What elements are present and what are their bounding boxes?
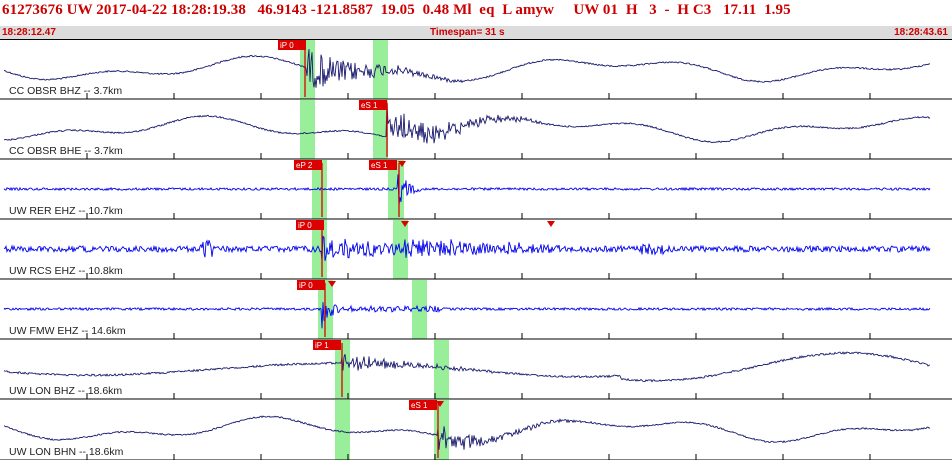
pick-flag-label: iP 1	[315, 341, 329, 350]
pick-flag	[409, 400, 437, 410]
pick-flag-label: iP 0	[298, 221, 312, 230]
waveform-trace	[3, 302, 931, 329]
time-bar: 18:28:12.47 Timespan= 31 s 18:28:43.61	[0, 26, 952, 39]
seismogram-svg[interactable]: iP 0 CC OBSR BHZ -- 3.7km eS 1 CC OBSR BHE …	[0, 39, 952, 460]
channel-label: CC OBSR BHE -- 3.7km	[9, 145, 123, 157]
pick-marker	[398, 161, 406, 167]
pick-flag	[313, 340, 341, 350]
phase-window	[373, 100, 388, 159]
channel-label: UW RER EHZ -- 10.7km	[9, 205, 123, 217]
channel-label: UW LON BHZ -- 18.6km	[9, 385, 122, 397]
pick-flag	[359, 100, 387, 110]
pick-marker	[547, 221, 555, 227]
pick-flag-label: iP 0	[299, 281, 313, 290]
pick-flag-label: eS 1	[361, 101, 378, 110]
waveform-trace	[3, 102, 931, 144]
pick-flag	[296, 220, 324, 230]
pick-marker	[328, 281, 336, 287]
phase-window	[412, 280, 427, 339]
phase-window	[434, 340, 449, 399]
pick-flag-label: iP 0	[280, 41, 294, 50]
waveform-trace	[3, 351, 931, 383]
waveform-trace	[3, 48, 931, 88]
channel-label: CC OBSR BHZ -- 3.7km	[9, 85, 122, 97]
pick-flag-label: eS 1	[411, 401, 428, 410]
waveform-trace	[3, 174, 931, 206]
channel-label: UW RCS EHZ -- 10.8km	[9, 265, 123, 277]
phase-window	[393, 220, 408, 279]
pick-flag	[294, 160, 322, 170]
channel-label: UW FMW EHZ -- 14.6km	[9, 325, 126, 337]
pick-flag	[369, 160, 397, 170]
pick-marker	[436, 401, 444, 407]
pick-flag-label: eP 2	[296, 161, 313, 170]
phase-window	[300, 100, 315, 159]
event-header: 61273676 UW 2017-04-22 18:28:19.38 46.91…	[0, 0, 952, 40]
pick-flag	[297, 280, 325, 290]
seismogram-panel[interactable]: iP 0 CC OBSR BHZ -- 3.7km eS 1 CC OBSR BHE …	[0, 39, 952, 460]
pick-flag-label: eS 1	[371, 161, 388, 170]
waveform-trace	[3, 235, 931, 261]
pick-marker	[401, 221, 409, 227]
time-end-label: 18:28:43.61	[894, 27, 948, 38]
channel-label: UW LON BHN -- 18.6km	[9, 446, 124, 458]
timespan-label: Timespan= 31 s	[430, 27, 505, 38]
waveform-trace	[3, 415, 931, 450]
event-summary-line: 61273676 UW 2017-04-22 18:28:19.38 46.91…	[2, 2, 791, 18]
phase-window	[335, 400, 350, 460]
time-start-label: 18:28:12.47	[2, 27, 56, 38]
pick-flag	[278, 40, 306, 50]
